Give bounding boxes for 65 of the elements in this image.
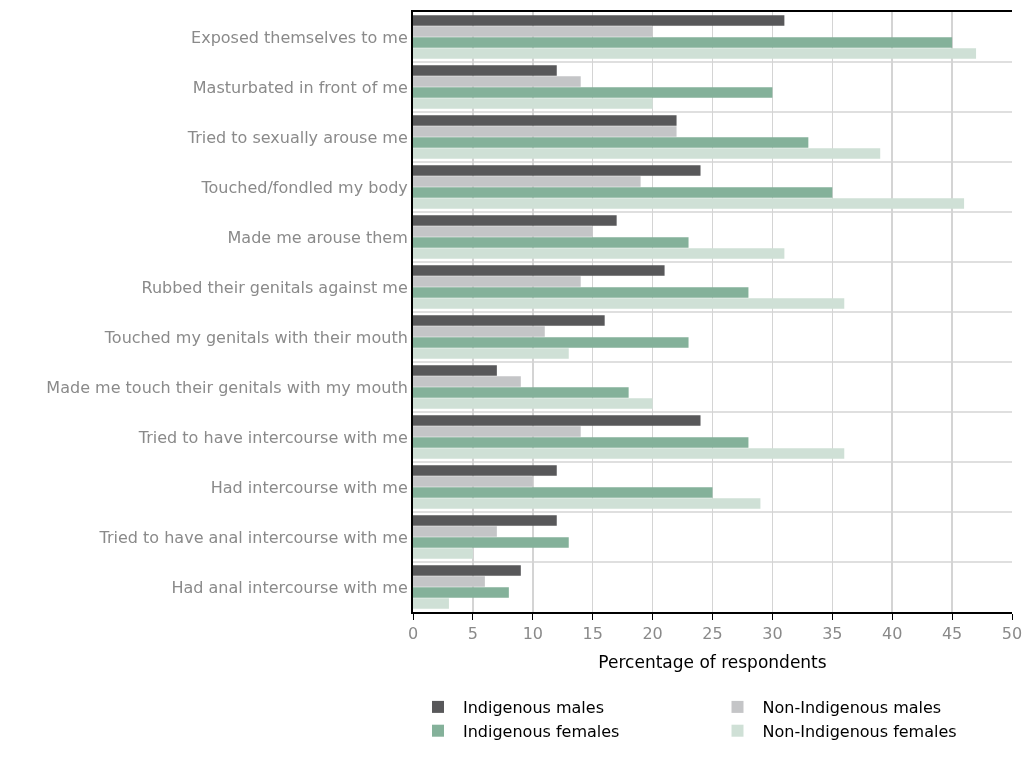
x-tick-label: 45 <box>941 624 963 644</box>
bar <box>413 65 557 76</box>
bar <box>413 137 809 148</box>
bar <box>413 587 509 598</box>
bar <box>413 176 641 187</box>
bar <box>413 415 701 426</box>
bar <box>413 476 533 487</box>
x-tick-label: 15 <box>582 624 603 644</box>
bar <box>413 26 653 37</box>
y-tick-label: Made me touch their genitals with my mouth <box>46 377 408 397</box>
legend-label: Indigenous females <box>463 721 620 741</box>
bar <box>413 326 545 337</box>
bar <box>413 526 497 537</box>
bar <box>413 226 593 237</box>
bar <box>413 87 773 98</box>
y-tick-label: Had anal intercourse with me <box>171 577 408 597</box>
bar <box>413 276 581 287</box>
x-tick-label: 5 <box>467 624 478 644</box>
bar <box>413 387 629 398</box>
bar <box>413 376 521 387</box>
legend-label: Non-Indigenous males <box>762 698 942 718</box>
y-tick-label: Had intercourse with me <box>210 477 408 497</box>
bar <box>413 76 581 87</box>
bar <box>413 598 449 609</box>
x-tick-label: 30 <box>762 624 783 644</box>
y-tick-label: Rubbed their genitals against me <box>141 277 408 297</box>
legend-label: Indigenous males <box>463 698 604 718</box>
y-tick-label: Tried to have anal intercourse with me <box>98 527 408 547</box>
bar <box>413 515 557 526</box>
bar <box>413 215 617 226</box>
bar <box>413 487 713 498</box>
y-tick-label: Touched my genitals with their mouth <box>103 327 408 347</box>
x-tick-label: 50 <box>1001 624 1023 644</box>
x-tick-label: 25 <box>702 624 723 644</box>
bar <box>413 187 833 198</box>
bar <box>413 365 497 376</box>
bar <box>413 165 701 176</box>
bar <box>413 437 749 448</box>
x-axis-title: Percentage of respondents <box>598 652 827 673</box>
bar <box>413 37 953 48</box>
bar <box>413 126 677 137</box>
x-tick-label: 20 <box>642 624 663 644</box>
bar <box>413 315 605 326</box>
x-tick-label: 0 <box>407 624 419 644</box>
bar <box>413 426 581 437</box>
x-tick-label: 35 <box>822 624 843 644</box>
y-tick-label: Tried to have intercourse with me <box>137 427 408 447</box>
bar <box>413 115 677 126</box>
y-tick-label: Masturbated in front of me <box>192 77 408 97</box>
bar <box>413 287 749 298</box>
bar <box>413 465 557 476</box>
y-tick-label: Made me arouse them <box>227 227 408 247</box>
y-tick-label: Touched/fondled my body <box>200 177 408 197</box>
bar <box>413 237 689 248</box>
bar <box>413 565 521 576</box>
y-tick-label: Tried to sexually arouse me <box>186 127 408 147</box>
bar <box>413 15 785 26</box>
legend-label: Non-Indigenous females <box>762 721 957 741</box>
bar <box>413 265 665 276</box>
y-tick-label: Exposed themselves to me <box>191 27 408 47</box>
x-tick-label: 40 <box>882 624 903 644</box>
bar <box>413 537 569 548</box>
bar <box>413 337 689 348</box>
x-tick-label: 10 <box>522 624 543 644</box>
bar <box>413 576 485 587</box>
